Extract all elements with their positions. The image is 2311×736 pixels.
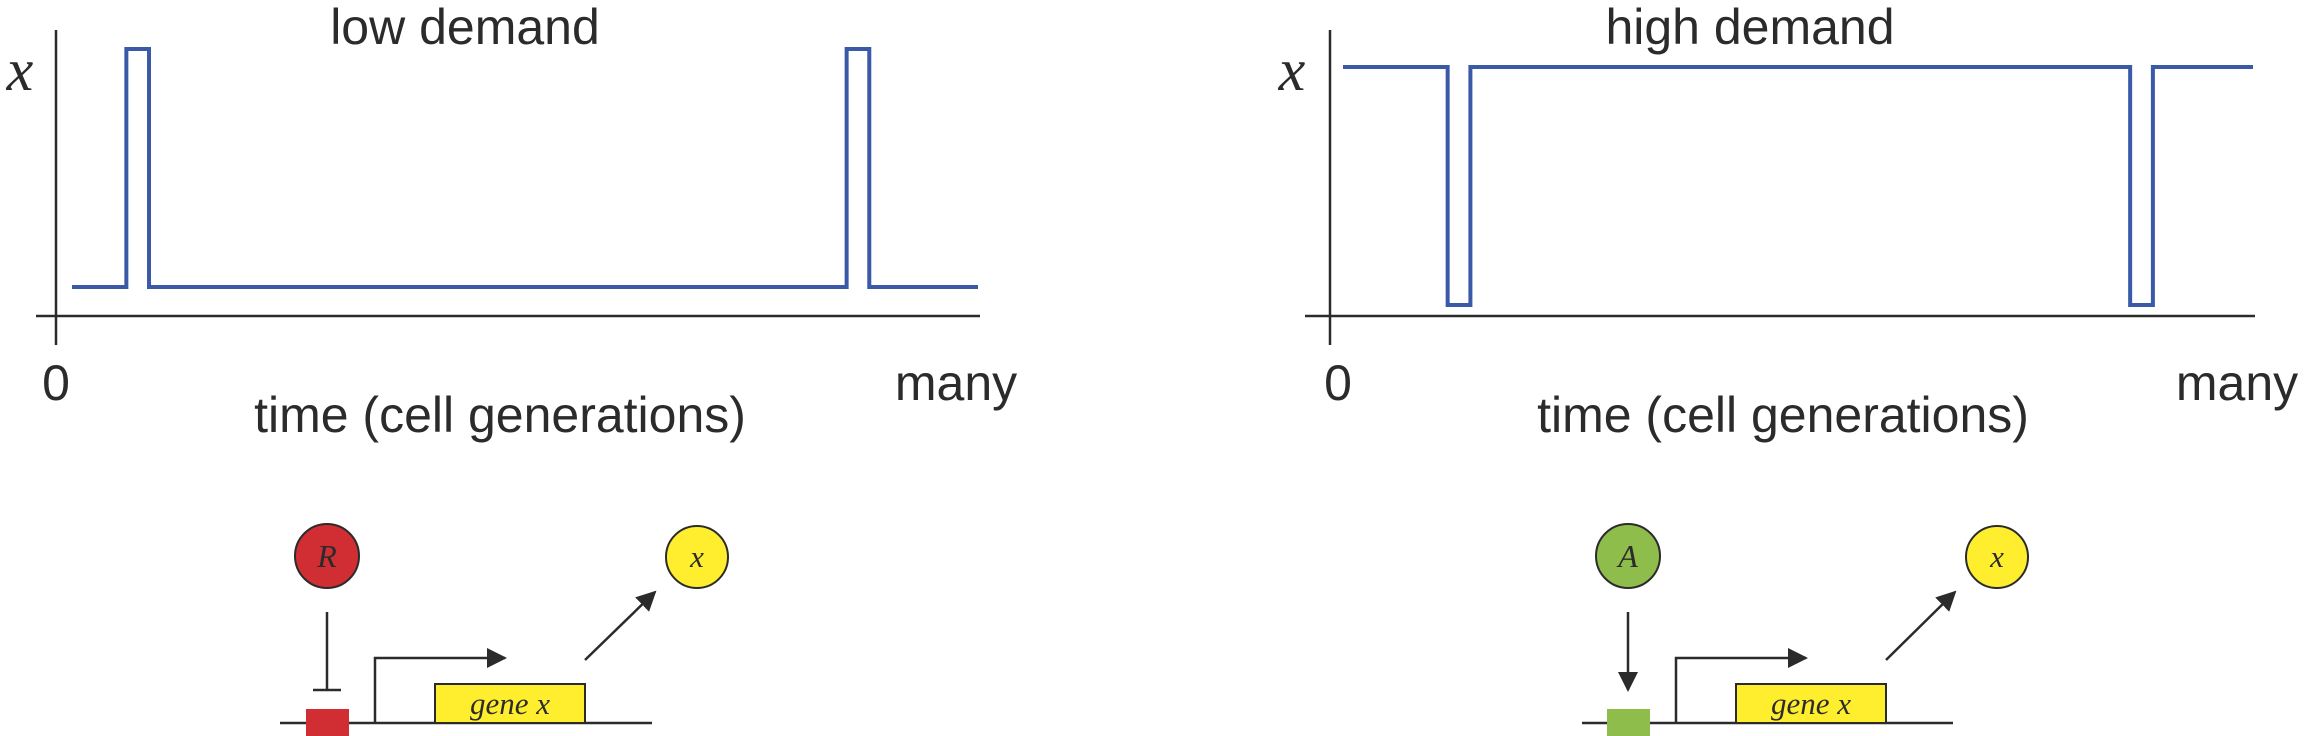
repression-diagram: R gene x x — [280, 523, 729, 736]
panel-high-demand: high demand x 0 many time (cell generati… — [1278, 0, 2298, 736]
gene-box — [434, 683, 586, 724]
product-letter: x — [1989, 539, 2004, 574]
panel-title: high demand — [1605, 0, 1894, 55]
x-axis-label: time (cell generations) — [254, 387, 746, 443]
x-end-label: many — [2176, 355, 2298, 411]
y-axis-label: x — [1278, 37, 1306, 103]
x-axis-label: time (cell generations) — [1537, 387, 2029, 443]
product-arrow — [1885, 590, 1957, 661]
promoter-arrow — [373, 648, 507, 723]
repressor-letter: R — [316, 538, 337, 574]
repressor-circle — [294, 523, 360, 589]
expression-trace — [72, 47, 978, 289]
product-arrow — [584, 590, 657, 661]
x-start-label: 0 — [1324, 355, 1352, 411]
activation-diagram: A gene x x — [1582, 523, 2029, 736]
activator-circle — [1595, 523, 1661, 589]
operator-site — [306, 709, 349, 736]
gene-label: gene x — [470, 686, 550, 721]
binding-site — [1607, 709, 1650, 736]
panel-low-demand: low demand x 0 many time (cell generatio… — [6, 0, 1017, 736]
promoter-arrow — [1674, 648, 1808, 723]
y-axis-label: x — [6, 37, 34, 103]
x-end-label: many — [895, 355, 1017, 411]
x-start-label: 0 — [42, 355, 70, 411]
product-letter: x — [689, 539, 704, 574]
expression-trace — [1343, 65, 2253, 307]
gene-label: gene x — [1771, 686, 1851, 721]
product-circle — [665, 525, 729, 589]
activator-letter: A — [1616, 538, 1638, 574]
product-circle — [1965, 525, 2029, 589]
panel-title: low demand — [330, 0, 600, 55]
gene-box — [1735, 683, 1887, 724]
